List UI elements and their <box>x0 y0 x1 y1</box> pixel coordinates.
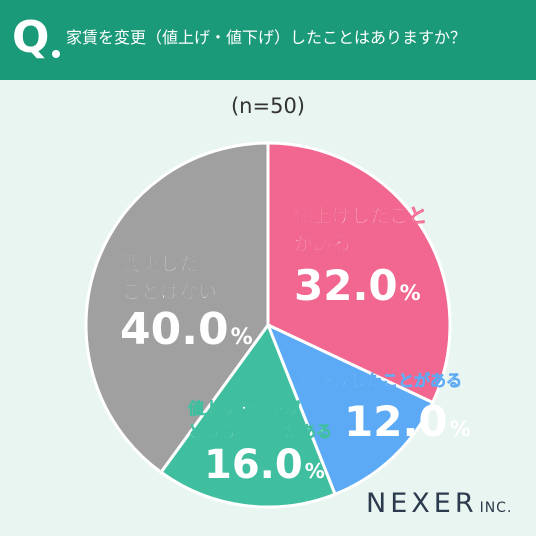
pie-slices <box>84 141 452 509</box>
nexer-logo: NEXER INC. <box>366 488 512 519</box>
slice-label-1-line-2: がある <box>294 232 351 255</box>
pie-slice-3 <box>159 323 337 509</box>
slice-label-2-line-1: 値下げしたことがある <box>301 371 462 390</box>
slice-label-3-line-2: どちらも経験がある <box>188 422 332 441</box>
pie-slice-2 <box>266 323 435 496</box>
q-mark: Q <box>12 12 50 63</box>
q-dot <box>52 50 60 58</box>
slice-label-1-line-1: 値上げしたこと <box>293 205 427 227</box>
logo-main: NEXER <box>366 488 478 519</box>
logo-suffix: INC. <box>479 500 513 516</box>
slice-label-4-line-2: ことはない <box>122 281 217 303</box>
slice-label-3-line-1: 値上げ・値下げ <box>187 399 301 418</box>
slice-unit-1: % <box>400 281 421 305</box>
slice-label-4-line-1: 変更した <box>122 252 198 275</box>
pie-slice-4 <box>84 141 270 474</box>
pie-slice-1 <box>266 141 452 404</box>
slice-unit-4: % <box>231 325 253 350</box>
slice-value-2: 12.0% <box>344 397 471 446</box>
slice-unit-3: % <box>305 459 325 483</box>
sample-size: (n=50) <box>230 94 305 118</box>
question-text: 家賃を変更（値上げ・値下げ）したことはありますか？ <box>66 28 467 47</box>
slice-unit-2: % <box>450 417 471 441</box>
question-header: Q 家賃を変更（値上げ・値下げ）したことはありますか？ <box>0 0 536 80</box>
